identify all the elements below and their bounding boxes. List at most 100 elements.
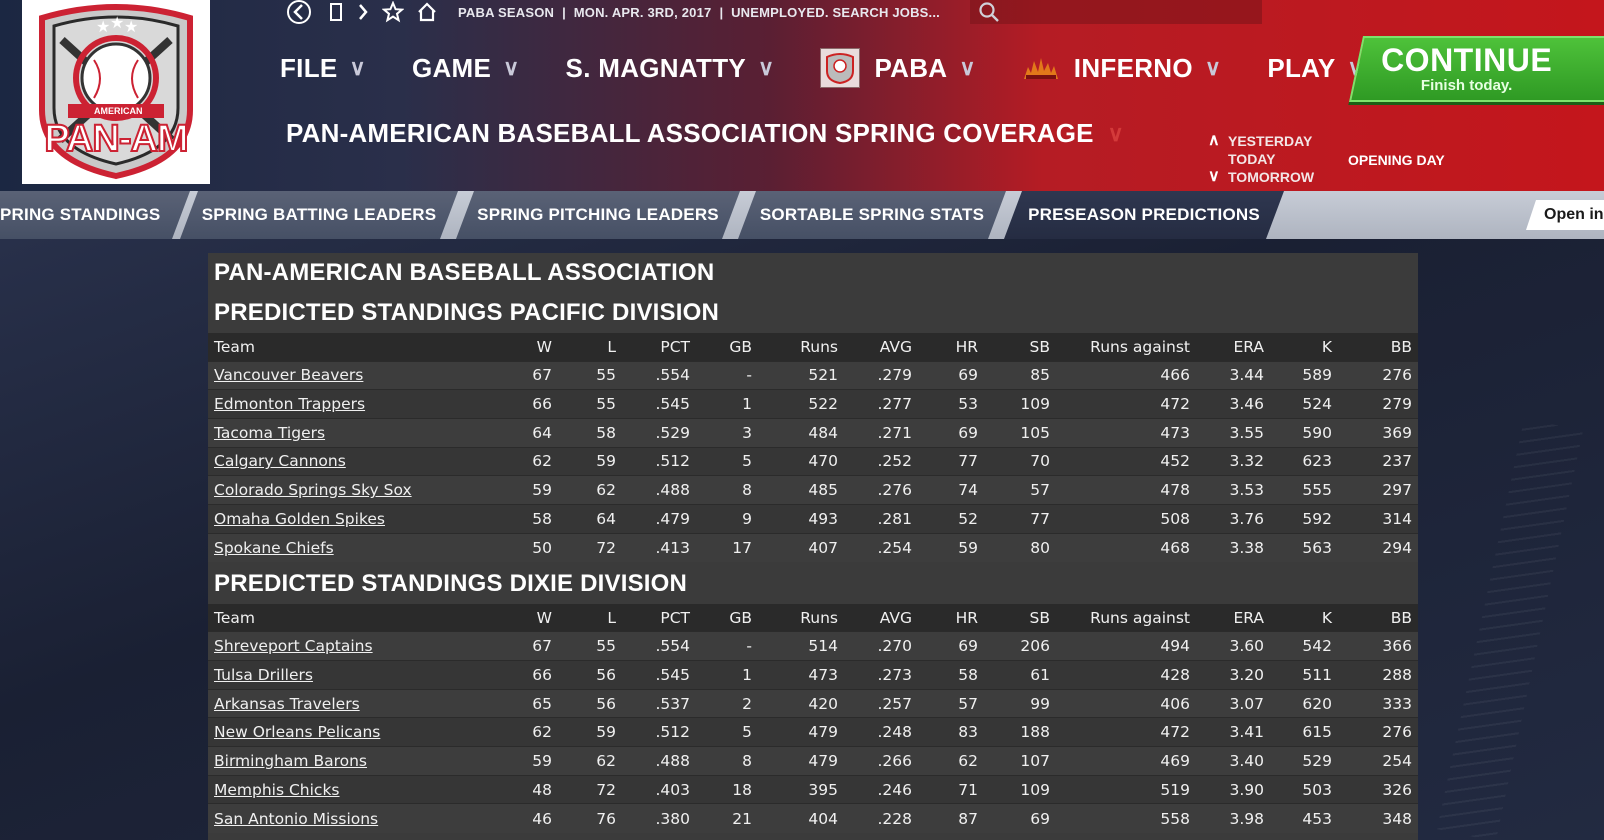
svg-text:★: ★ bbox=[124, 17, 138, 36]
team-name[interactable]: Birmingham Barons bbox=[214, 751, 368, 770]
column-header[interactable]: PCT bbox=[622, 603, 696, 632]
today-button[interactable]: TODAY bbox=[1208, 150, 1314, 168]
team-logo[interactable]: ★ ★ ★ AMERICAN PAN-AM bbox=[22, 0, 210, 184]
stat-cell: 80 bbox=[984, 532, 1056, 562]
column-header[interactable]: Runs bbox=[758, 333, 844, 361]
column-header[interactable]: GB bbox=[696, 603, 758, 632]
stat-cell: 623 bbox=[1270, 446, 1338, 476]
team-link[interactable]: New Orleans Pelicans bbox=[208, 717, 510, 747]
menu-game[interactable]: GAME ∨ bbox=[412, 53, 520, 84]
column-header[interactable]: Runs bbox=[758, 603, 844, 632]
column-header[interactable]: PCT bbox=[622, 333, 696, 361]
tab-spring-standings[interactable]: PRING STANDINGS bbox=[0, 191, 190, 239]
stat-cell: .413 bbox=[622, 532, 696, 562]
team-name[interactable]: Memphis Chicks bbox=[214, 780, 340, 799]
column-header[interactable]: Team bbox=[208, 603, 510, 632]
team-name[interactable]: Calgary Cannons bbox=[214, 452, 346, 471]
team-name[interactable]: Omaha Golden Spikes bbox=[214, 509, 385, 528]
stat-cell: .512 bbox=[622, 717, 696, 747]
yesterday-button[interactable]: ∧ YESTERDAY bbox=[1208, 132, 1314, 150]
team-link[interactable]: Tulsa Drillers bbox=[208, 660, 510, 690]
column-header[interactable]: K bbox=[1270, 603, 1338, 632]
menu-label: INFERNO bbox=[1073, 52, 1193, 83]
team-link[interactable]: Shreveport Captains bbox=[208, 631, 510, 661]
column-header[interactable]: ERA bbox=[1196, 333, 1270, 361]
stat-cell: 1 bbox=[696, 660, 758, 690]
tab-spring-pitching-leaders[interactable]: SPRING PITCHING LEADERS bbox=[456, 191, 740, 239]
table-body: Shreveport Captains 67 55.554-514.270 69 206… bbox=[208, 631, 1418, 833]
column-header[interactable]: L bbox=[558, 333, 622, 361]
column-header[interactable]: Runs against bbox=[1056, 603, 1196, 632]
column-header[interactable]: AVG bbox=[844, 333, 918, 361]
stat-cell: 508 bbox=[1056, 503, 1196, 534]
star-icon[interactable] bbox=[382, 0, 404, 24]
team-link[interactable]: Tacoma Tigers bbox=[208, 417, 510, 448]
job-status-link[interactable]: UNEMPLOYED. SEARCH JOBS... bbox=[731, 4, 940, 20]
menu-paba[interactable]: PABA ∨ bbox=[820, 48, 975, 88]
stat-cell: 369 bbox=[1338, 417, 1418, 448]
continue-button[interactable]: CONTINUE Finish today. bbox=[1348, 36, 1604, 102]
column-header[interactable]: HR bbox=[918, 333, 984, 361]
column-header[interactable]: K bbox=[1270, 333, 1338, 361]
team-name[interactable]: Arkansas Travelers bbox=[214, 694, 360, 713]
stat-cell: .403 bbox=[622, 774, 696, 804]
column-header[interactable]: ERA bbox=[1196, 603, 1270, 632]
menu-manager[interactable]: S. MAGNATTY ∨ bbox=[566, 53, 775, 84]
back-icon[interactable] bbox=[282, 0, 316, 24]
stat-cell: 555 bbox=[1270, 475, 1338, 505]
team-link[interactable]: Birmingham Barons bbox=[208, 746, 510, 776]
column-header[interactable]: Team bbox=[208, 333, 510, 361]
column-header[interactable]: HR bbox=[918, 603, 984, 632]
stat-cell: 8 bbox=[696, 746, 758, 776]
tab-preseason-predictions[interactable]: PRESEASON PREDICTIONS bbox=[1004, 191, 1284, 239]
team-link[interactable]: Spokane Chiefs bbox=[208, 532, 510, 562]
tab-spring-batting-leaders[interactable]: SPRING BATTING LEADERS bbox=[180, 191, 458, 239]
column-header[interactable]: SB bbox=[984, 603, 1056, 632]
column-header[interactable]: L bbox=[558, 603, 622, 632]
stat-cell: 109 bbox=[984, 774, 1056, 804]
column-header[interactable]: GB bbox=[696, 333, 758, 361]
forward-icon[interactable] bbox=[356, 0, 370, 24]
stat-cell: 529 bbox=[1270, 746, 1338, 776]
column-header[interactable]: BB bbox=[1338, 333, 1418, 361]
team-name[interactable]: Shreveport Captains bbox=[214, 637, 373, 656]
team-link[interactable]: Omaha Golden Spikes bbox=[208, 503, 510, 534]
team-name[interactable]: San Antonio Missions bbox=[214, 809, 379, 828]
team-link[interactable]: San Antonio Missions bbox=[208, 803, 510, 833]
stat-cell: 55 bbox=[558, 389, 622, 419]
column-header[interactable]: W bbox=[510, 603, 558, 632]
column-header[interactable]: AVG bbox=[844, 603, 918, 632]
page-title[interactable]: PAN-AMERICAN BASEBALL ASSOCIATION SPRING… bbox=[286, 118, 1124, 149]
tab-sortable-spring-stats[interactable]: SORTABLE SPRING STATS bbox=[738, 191, 1006, 239]
bookmark-icon[interactable] bbox=[328, 0, 344, 24]
open-in-browser-button[interactable]: Open in bbox=[1526, 200, 1604, 230]
team-name[interactable]: Tulsa Drillers bbox=[214, 665, 313, 684]
stat-cell: 46 bbox=[510, 803, 558, 833]
column-header[interactable]: SB bbox=[984, 333, 1056, 361]
team-name[interactable]: Spokane Chiefs bbox=[214, 538, 334, 557]
column-header[interactable]: W bbox=[510, 333, 558, 361]
team-name[interactable]: Vancouver Beavers bbox=[214, 366, 364, 385]
menu-inferno[interactable]: INFERNO ∨ bbox=[1022, 53, 1222, 84]
column-header[interactable]: Runs against bbox=[1056, 333, 1196, 361]
team-link[interactable]: Colorado Springs Sky Sox bbox=[208, 475, 510, 505]
tomorrow-button[interactable]: ∨ TOMORROW bbox=[1208, 168, 1314, 186]
logo-ribbon: AMERICAN bbox=[94, 106, 143, 116]
team-name[interactable]: Tacoma Tigers bbox=[214, 423, 326, 442]
home-icon[interactable] bbox=[416, 0, 438, 24]
stat-cell: .380 bbox=[622, 803, 696, 833]
search-icon[interactable] bbox=[978, 1, 1000, 23]
column-header[interactable]: BB bbox=[1338, 603, 1418, 632]
search-box[interactable] bbox=[970, 0, 1262, 24]
team-link[interactable]: Calgary Cannons bbox=[208, 446, 510, 476]
team-link[interactable]: Memphis Chicks bbox=[208, 774, 510, 804]
team-link[interactable]: Vancouver Beavers bbox=[208, 360, 510, 390]
team-name[interactable]: Edmonton Trappers bbox=[214, 395, 366, 414]
menu-file[interactable]: FILE ∨ bbox=[280, 53, 366, 84]
team-link[interactable]: Arkansas Travelers bbox=[208, 688, 510, 718]
stat-cell: .277 bbox=[844, 389, 918, 419]
team-name[interactable]: Colorado Springs Sky Sox bbox=[214, 481, 412, 500]
team-link[interactable]: Edmonton Trappers bbox=[208, 389, 510, 419]
team-name[interactable]: New Orleans Pelicans bbox=[214, 723, 381, 742]
stat-cell: 542 bbox=[1270, 631, 1338, 661]
